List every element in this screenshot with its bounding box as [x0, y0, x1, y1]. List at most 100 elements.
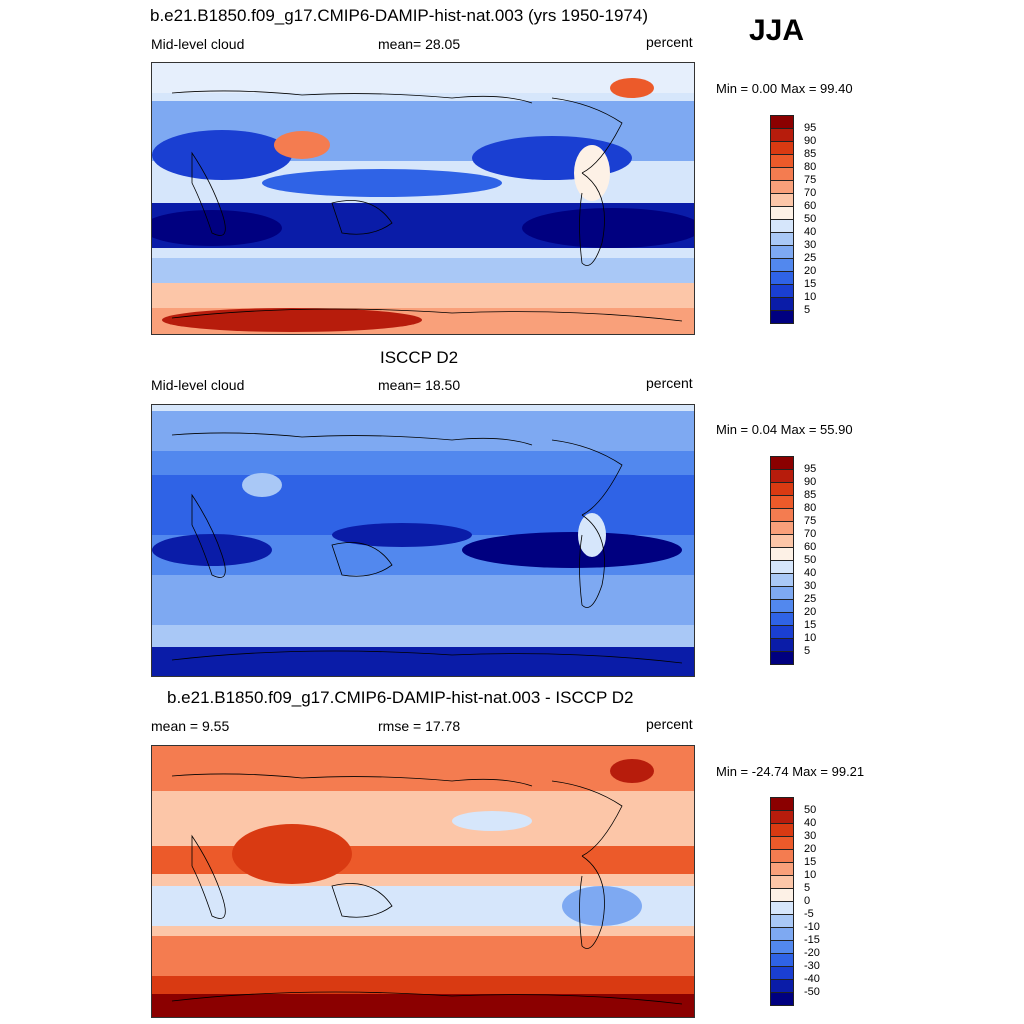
panel1-minmax: Min = 0.00 Max = 99.40: [716, 81, 853, 96]
colorbar-tick-label: 70: [804, 528, 817, 540]
colorbar-cell: [770, 953, 794, 966]
colorbar-cell: [770, 206, 794, 219]
coast-eurasia-north: [171, 773, 533, 787]
colorbar-tick-label: -50: [804, 986, 820, 998]
colorbar-cell: [770, 469, 794, 482]
colorbar-tick-label: 60: [804, 200, 817, 212]
colorbar-cell: [770, 823, 794, 836]
panel2-mean-label: mean= 18.50: [378, 377, 461, 393]
colorbar-cell: [770, 560, 794, 573]
coast-south-america: [579, 855, 605, 949]
field-patch-s-atlantic: [152, 534, 272, 566]
coast-south-america: [579, 514, 605, 608]
field-band-high-north: [152, 746, 694, 791]
colorbar-cell: [770, 141, 794, 154]
colorbar-cell: [770, 625, 794, 638]
coastlines: [171, 773, 683, 1005]
field-patch-south-asia: [232, 824, 352, 884]
panel2-map-svg: [152, 405, 694, 676]
colorbar-tick-label: 5: [804, 304, 811, 316]
colorbar-tick-label: 50: [804, 554, 817, 566]
field-patch-south-america: [562, 886, 642, 926]
field-patch-n-pacific: [452, 811, 532, 831]
colorbar-cell: [770, 456, 794, 469]
panel1-units-label: percent: [646, 34, 693, 50]
colorbar-tick-label: 50: [804, 213, 817, 225]
panel2-variable-label: Mid-level cloud: [151, 377, 245, 393]
colorbar-tick-label: 10: [804, 632, 817, 644]
panel1-colorbar: [770, 115, 794, 324]
colorbar-tick-label: 40: [804, 226, 817, 238]
colorbar-cell: [770, 836, 794, 849]
colorbar-tick-label: 25: [804, 593, 817, 605]
panel3-colorbar: [770, 797, 794, 1006]
colorbar-tick-label: 90: [804, 135, 817, 147]
field-band-arctic: [152, 63, 694, 93]
field-patch-s-atlantic: [152, 210, 282, 246]
colorbar-tick-label: -5: [804, 908, 814, 920]
colorbar-cell: [770, 154, 794, 167]
colorbar-tick-label: 80: [804, 502, 817, 514]
panel1-mean-label: mean= 28.05: [378, 36, 461, 52]
field-band-antarctica: [152, 647, 694, 676]
panel3-mean-label: mean = 9.55: [151, 718, 230, 734]
colorbar-cell: [770, 271, 794, 284]
field-patch-antarctica-high: [162, 308, 422, 332]
colorbar-cell: [770, 888, 794, 901]
colorbar-cell: [770, 927, 794, 940]
colorbar-tick-label: 85: [804, 489, 817, 501]
colorbar-tick-label: 90: [804, 476, 817, 488]
panel3-rmse-label: rmse = 17.78: [378, 718, 461, 734]
colorbar-cell: [770, 979, 794, 992]
field-band-north-mid: [152, 791, 694, 826]
colorbar-cell: [770, 573, 794, 586]
coast-antarctica: [171, 650, 683, 664]
coast-africa: [191, 834, 226, 919]
colorbar-cell: [770, 638, 794, 651]
colorbar-tick-label: 20: [804, 606, 817, 618]
colorbar-tick-label: 95: [804, 122, 817, 134]
panel3-minmax: Min = -24.74 Max = 99.21: [716, 764, 865, 779]
colorbar-tick-label: 60: [804, 541, 817, 553]
colorbar-tick-label: 0: [804, 895, 811, 907]
colorbar-tick-label: 20: [804, 265, 817, 277]
colorbar-cell: [770, 180, 794, 193]
field-band-high-north: [152, 411, 694, 451]
colorbar-tick-label: 5: [804, 882, 811, 894]
colorbar-cell: [770, 901, 794, 914]
coast-eurasia-north: [171, 90, 533, 104]
coast-antarctica: [171, 991, 683, 1005]
colorbar-tick-label: 10: [804, 291, 817, 303]
field-patch-sahara: [242, 473, 282, 497]
colorbar-tick-label: -40: [804, 973, 820, 985]
coast-antarctica: [171, 308, 683, 322]
colorbar-cell: [770, 297, 794, 310]
colorbar-cell: [770, 310, 794, 324]
colorbar-cell: [770, 875, 794, 888]
colorbar-cell: [770, 284, 794, 297]
colorbar-cell: [770, 128, 794, 141]
colorbar-tick-label: 30: [804, 830, 817, 842]
colorbar-cell: [770, 862, 794, 875]
colorbar-cell: [770, 651, 794, 665]
field-patch-tibet: [274, 131, 330, 159]
colorbar-cell: [770, 849, 794, 862]
colorbar-cell: [770, 508, 794, 521]
panel3-map-svg: [152, 746, 694, 1017]
field-patch-indian: [332, 523, 472, 547]
field-patch-se-pacific: [462, 532, 682, 568]
coast-north-america: [551, 439, 623, 516]
colorbar-cell: [770, 193, 794, 206]
field-patch-andes: [574, 145, 610, 201]
panel2-units-label: percent: [646, 375, 693, 391]
field-band-southern-ocean: [152, 936, 694, 976]
colorbar-tick-label: 40: [804, 817, 817, 829]
colorbar-tick-label: 15: [804, 856, 817, 868]
field-band-southern-ocean: [152, 625, 694, 647]
panel3-units-label: percent: [646, 716, 693, 732]
panel1-map: [151, 62, 695, 335]
colorbar-tick-label: 75: [804, 515, 817, 527]
colorbar-cell: [770, 599, 794, 612]
colorbar-tick-label: 15: [804, 619, 817, 631]
coast-australia: [331, 200, 393, 235]
